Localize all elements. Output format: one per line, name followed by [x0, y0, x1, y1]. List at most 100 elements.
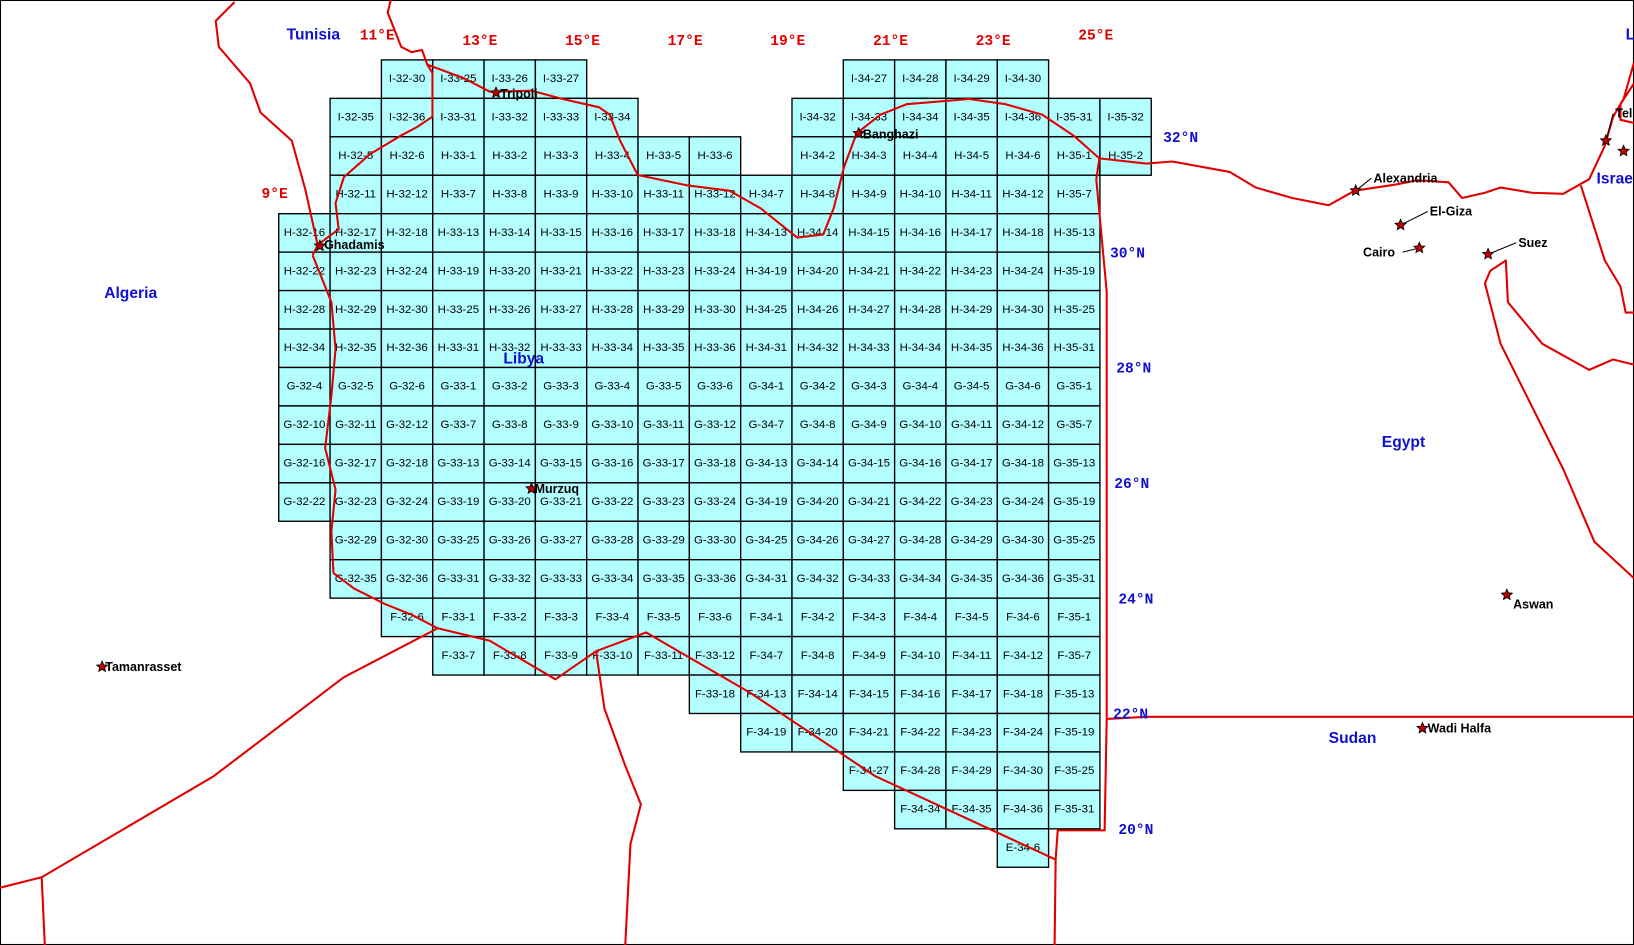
map-sheet[interactable]: G-33-30: [688, 520, 742, 561]
map-sheet[interactable]: G-32-30: [380, 520, 434, 561]
sheet-cell[interactable]: [380, 559, 434, 599]
map-sheet[interactable]: H-34-14: [791, 213, 844, 253]
map-sheet[interactable]: H-34-8: [791, 174, 844, 215]
sheet-cell[interactable]: [1047, 405, 1101, 446]
sheet-cell[interactable]: [945, 635, 998, 676]
map-sheet[interactable]: H-34-13: [739, 213, 793, 253]
map-sheet[interactable]: H-33-3: [534, 136, 588, 176]
sheet-cell[interactable]: [996, 328, 1050, 369]
map-sheet[interactable]: G-34-2: [791, 366, 844, 407]
map-sheet[interactable]: G-34-21: [842, 482, 896, 522]
map-sheet[interactable]: G-33-4: [586, 366, 639, 407]
map-sheet[interactable]: G-32-10: [278, 405, 331, 446]
map-sheet[interactable]: G-33-1: [432, 366, 485, 407]
sheet-cell[interactable]: [945, 328, 998, 369]
sheet-cell[interactable]: [791, 712, 844, 753]
map-sheet[interactable]: G-32-11: [329, 405, 383, 446]
map-sheet[interactable]: G-34-14: [791, 443, 844, 484]
sheet-cell[interactable]: [534, 520, 588, 561]
sheet-cell[interactable]: [432, 174, 485, 215]
map-sheet[interactable]: G-33-21: [534, 482, 588, 522]
sheet-cell[interactable]: [278, 328, 331, 369]
sheet-cell[interactable]: [329, 520, 383, 561]
map-sheet[interactable]: H-34-32: [791, 328, 844, 369]
map-sheet[interactable]: H-33-14: [483, 213, 537, 253]
map-sheet[interactable]: H-34-9: [842, 174, 896, 215]
map-sheet[interactable]: G-32-12: [380, 405, 434, 446]
map-sheet[interactable]: F-34-8: [791, 635, 844, 676]
map-sheet[interactable]: H-33-16: [586, 213, 639, 253]
map-sheet[interactable]: H-34-28: [893, 289, 947, 330]
map-sheet[interactable]: G-34-27: [842, 520, 896, 561]
map-sheet[interactable]: I-32-30: [380, 59, 434, 100]
sheet-cell[interactable]: [842, 597, 896, 638]
map-sheet[interactable]: G-32-29: [329, 520, 383, 561]
map-sheet[interactable]: G-33-35: [637, 559, 691, 599]
city-el-giza[interactable]: El-Giza: [1394, 205, 1473, 231]
map-sheet[interactable]: H-34-17: [945, 213, 998, 253]
map-sheet[interactable]: G-33-8: [483, 405, 537, 446]
map-sheet[interactable]: F-34-3: [842, 597, 896, 638]
map-sheet[interactable]: G-34-1: [739, 366, 793, 407]
sheet-cell[interactable]: [842, 59, 896, 100]
sheet-cell[interactable]: [637, 328, 691, 369]
map-sheet[interactable]: G-35-19: [1047, 482, 1101, 522]
map-sheet[interactable]: H-35-7: [1047, 174, 1101, 215]
map-sheet[interactable]: H-34-30: [996, 289, 1050, 330]
sheet-cell[interactable]: [996, 520, 1050, 561]
map-sheet[interactable]: F-34-16: [893, 674, 947, 715]
sheet-cell[interactable]: [380, 174, 434, 215]
map-sheet[interactable]: F-34-15: [842, 674, 896, 715]
map-sheet[interactable]: H-34-3: [842, 136, 896, 176]
sheet-cell[interactable]: [893, 482, 947, 522]
map-sheet[interactable]: G-34-20: [791, 482, 844, 522]
sheet-cell[interactable]: [842, 251, 896, 292]
map-sheet[interactable]: F-35-7: [1047, 635, 1101, 676]
sheet-cell[interactable]: [637, 136, 691, 176]
sheet-cell[interactable]: [1047, 559, 1101, 599]
sheet-cell[interactable]: [1047, 366, 1101, 407]
map-sheet[interactable]: H-32-18: [380, 213, 434, 253]
sheet-cell[interactable]: [637, 251, 691, 292]
map-sheet[interactable]: F-34-7: [739, 635, 793, 676]
sheet-cell[interactable]: [1099, 136, 1152, 176]
sheet-cell[interactable]: [791, 366, 844, 407]
map-sheet[interactable]: G-33-34: [586, 559, 639, 599]
map-sheet[interactable]: G-34-16: [893, 443, 947, 484]
city-suez[interactable]: Suez: [1481, 236, 1548, 260]
map-sheet[interactable]: F-34-14: [791, 674, 844, 715]
map-sheet[interactable]: G-33-31: [432, 559, 485, 599]
sheet-cell[interactable]: [688, 328, 742, 369]
map-sheet[interactable]: G-33-15: [534, 443, 588, 484]
sheet-cell[interactable]: [996, 828, 1050, 868]
map-sheet[interactable]: H-34-16: [893, 213, 947, 253]
map-sheet[interactable]: I-32-35: [329, 97, 383, 138]
sheet-cell[interactable]: [945, 136, 998, 176]
map-sheet[interactable]: G-33-6: [688, 366, 742, 407]
sheet-cell[interactable]: [893, 366, 947, 407]
map-sheet[interactable]: G-32-24: [380, 482, 434, 522]
sheet-cell[interactable]: [739, 251, 793, 292]
map-sheet[interactable]: H-32-29: [329, 289, 383, 330]
map-sheet[interactable]: G-34-15: [842, 443, 896, 484]
map-sheet[interactable]: G-33-36: [688, 559, 742, 599]
map-sheet[interactable]: G-33-12: [688, 405, 742, 446]
map-sheet[interactable]: H-33-2: [483, 136, 537, 176]
sheet-cell[interactable]: [893, 328, 947, 369]
map-sheet[interactable]: G-33-9: [534, 405, 588, 446]
map-sheet[interactable]: H-32-36: [380, 328, 434, 369]
sheet-cell[interactable]: [945, 59, 998, 100]
sheet-cell[interactable]: [1047, 789, 1101, 830]
map-sheet[interactable]: F-33-5: [637, 597, 691, 638]
sheet-cell[interactable]: [380, 289, 434, 330]
sheet-cell[interactable]: [380, 59, 434, 100]
sheet-cell[interactable]: [996, 366, 1050, 407]
sheet-cell[interactable]: [380, 443, 434, 484]
map-sheet[interactable]: H-33-8: [483, 174, 537, 215]
sheet-cell[interactable]: [996, 59, 1050, 100]
map-sheet[interactable]: H-34-4: [893, 136, 947, 176]
city-tamanrasset[interactable]: Tamanrasset: [95, 660, 183, 674]
sheet-cell[interactable]: [945, 251, 998, 292]
map-sheet[interactable]: H-33-31: [432, 328, 485, 369]
map-sheet[interactable]: F-34-19: [739, 712, 793, 753]
